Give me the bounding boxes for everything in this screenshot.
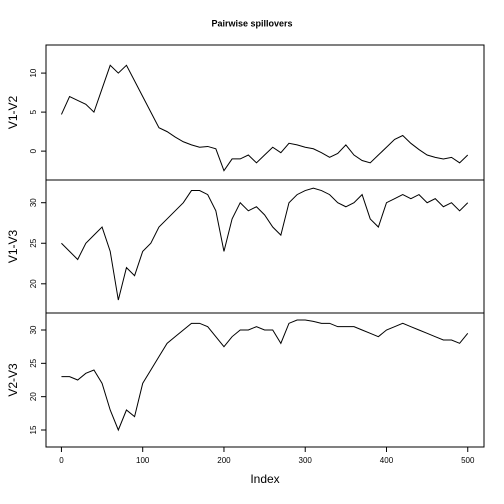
y-axis-label: V1-V2 xyxy=(6,96,20,130)
y-tick-label: 25 xyxy=(29,238,38,247)
panel-frame xyxy=(45,44,485,181)
y-tick-label: 5 xyxy=(29,109,38,114)
y-tick-label: 0 xyxy=(29,148,38,153)
panel-frame xyxy=(45,179,485,314)
panel-frame xyxy=(45,312,485,448)
y-tick-label: 30 xyxy=(29,325,38,334)
y-tick-label: 25 xyxy=(29,358,38,367)
x-tick-label: 200 xyxy=(217,456,231,465)
y-axis-label: V1-V3 xyxy=(6,230,20,264)
chart-title: Pairwise spillovers xyxy=(211,18,292,28)
series-line xyxy=(60,64,469,172)
series-line xyxy=(61,187,469,301)
y-tick-label: 20 xyxy=(29,279,38,288)
series-line xyxy=(61,319,469,432)
y-tick-label: 20 xyxy=(29,392,38,401)
x-tick-label: 300 xyxy=(299,456,313,465)
y-tick-label: 15 xyxy=(29,425,38,434)
x-axis-label: Index xyxy=(250,472,279,486)
x-tick-label: 100 xyxy=(136,456,150,465)
y-tick-label: 30 xyxy=(29,198,38,207)
x-tick-label: 400 xyxy=(380,456,394,465)
y-axis-label: V2-V3 xyxy=(6,363,20,397)
x-tick-label: 0 xyxy=(59,456,64,465)
x-tick-label: 500 xyxy=(461,456,475,465)
y-tick-label: 10 xyxy=(29,68,38,77)
